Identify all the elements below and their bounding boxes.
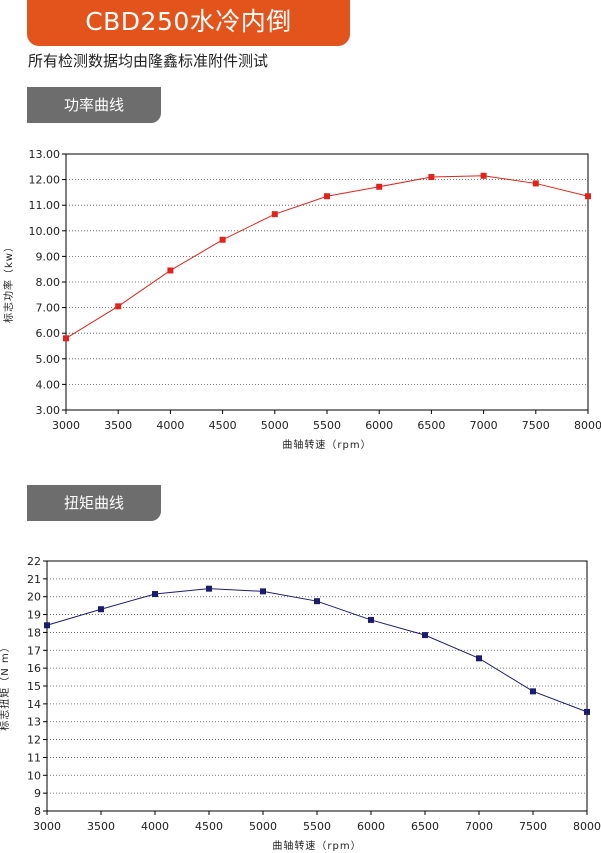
data-point (368, 616, 374, 623)
power-chart: 3.00 4.00 5.00 6.00 7.00 8.00 9.00 10.00 11.00 12… (2, 148, 601, 451)
data-point (206, 585, 212, 592)
x-tick-label: 8000 (573, 820, 601, 833)
y-tick-label: 14 (27, 698, 41, 711)
y-tick-label: 17 (27, 644, 41, 657)
y-tick-label: 11.00 (29, 199, 61, 212)
x-tick-label: 7500 (522, 419, 550, 432)
x-tick-label: 7000 (470, 419, 498, 432)
data-point (44, 622, 50, 629)
torque-section-tag: 扭矩曲线 (27, 485, 161, 521)
y-tick-label: 8 (34, 805, 41, 818)
data-point (324, 193, 330, 200)
y-tick-label: 21 (27, 573, 41, 586)
data-point (376, 183, 383, 190)
power-section-label: 功率曲线 (63, 96, 124, 114)
y-tick-label: 12 (27, 734, 41, 747)
x-axis-title: 曲轴转速（rpm） (282, 438, 371, 451)
data-point (260, 588, 266, 595)
x-tick-label: 5000 (261, 419, 289, 432)
y-tick-label: 19 (27, 609, 41, 622)
y-tick-label: 18 (27, 626, 41, 639)
y-tick-label: 13 (27, 716, 41, 729)
x-tick-label: 4500 (209, 419, 237, 432)
x-tick-label: 8000 (574, 419, 601, 432)
power-section-tag: 功率曲线 (27, 87, 161, 123)
data-point (422, 632, 428, 639)
data-point (585, 193, 591, 200)
y-tick-label: 8.00 (36, 276, 61, 289)
y-tick-label: 4.00 (36, 378, 61, 391)
y-axis-title: 标志功率（kw） (2, 241, 15, 323)
x-tick-label: 7500 (519, 820, 547, 833)
x-tick-label: 3500 (104, 419, 132, 432)
x-tick-label: 6000 (365, 419, 393, 432)
y-tick-label: 9 (34, 787, 41, 800)
title-banner: CBD250水冷内倒 (27, 0, 350, 46)
x-tick-label: 3000 (52, 419, 80, 432)
y-tick-label: 5.00 (36, 353, 61, 366)
x-tick-label: 6000 (357, 820, 385, 833)
data-point (98, 606, 104, 613)
x-tick-label: 3500 (87, 820, 115, 833)
y-tick-label: 7.00 (36, 302, 61, 315)
data-point (476, 655, 482, 662)
page-title: CBD250水冷内倒 (85, 7, 292, 36)
data-point (428, 174, 435, 181)
data-point (167, 267, 174, 274)
torque-section-label: 扭矩曲线 (63, 494, 124, 512)
y-tick-label: 12.00 (29, 174, 61, 187)
y-tick-label: 20 (27, 591, 41, 604)
y-tick-label: 9.00 (36, 250, 61, 263)
y-tick-label: 13.00 (29, 148, 61, 161)
x-tick-label: 5500 (303, 820, 331, 833)
y-tick-label: 22 (27, 555, 41, 568)
x-tick-label: 5500 (313, 419, 341, 432)
data-point (219, 236, 226, 243)
data-point (532, 180, 539, 187)
data-point (314, 598, 320, 605)
page-subtitle: 所有检测数据均由隆鑫标准附件测试 (28, 52, 269, 70)
data-point (115, 303, 122, 310)
y-tick-label: 10 (27, 769, 41, 782)
x-tick-label: 7000 (465, 820, 493, 833)
y-tick-label: 3.00 (36, 404, 61, 417)
y-axis-title: 标志扭矩（N m） (0, 641, 11, 730)
data-point (530, 688, 536, 695)
data-point (480, 172, 487, 179)
data-point (63, 335, 69, 342)
x-tick-label: 6500 (411, 820, 439, 833)
x-tick-label: 4000 (141, 820, 169, 833)
x-tick-label: 3000 (33, 820, 61, 833)
torque-chart: 8 9 10 11 12 13 14 15 16 17 18 19 20 21 22 3000 3500 4000… (0, 555, 601, 852)
data-point (271, 211, 278, 218)
y-tick-label: 6.00 (36, 327, 61, 340)
x-tick-label: 4500 (195, 820, 223, 833)
y-tick-label: 15 (27, 680, 41, 693)
y-tick-label: 16 (27, 662, 41, 675)
y-tick-label: 11 (27, 751, 41, 764)
series-line (65, 175, 589, 339)
data-point (152, 591, 158, 598)
y-tick-label: 10.00 (29, 225, 61, 238)
x-tick-label: 6500 (417, 419, 445, 432)
x-tick-label: 4000 (156, 419, 184, 432)
x-tick-label: 5000 (249, 820, 277, 833)
x-axis-title: 曲轴转速（rpm） (272, 839, 361, 852)
data-point (584, 708, 590, 715)
